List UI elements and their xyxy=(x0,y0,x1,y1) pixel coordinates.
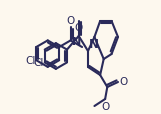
Text: O: O xyxy=(119,77,127,87)
Text: N: N xyxy=(72,37,81,47)
Text: Cl: Cl xyxy=(33,58,44,68)
Text: Cl: Cl xyxy=(25,56,35,66)
Text: O: O xyxy=(101,101,109,111)
Text: O: O xyxy=(75,23,83,33)
Text: N: N xyxy=(89,38,99,50)
Text: O: O xyxy=(66,16,75,26)
